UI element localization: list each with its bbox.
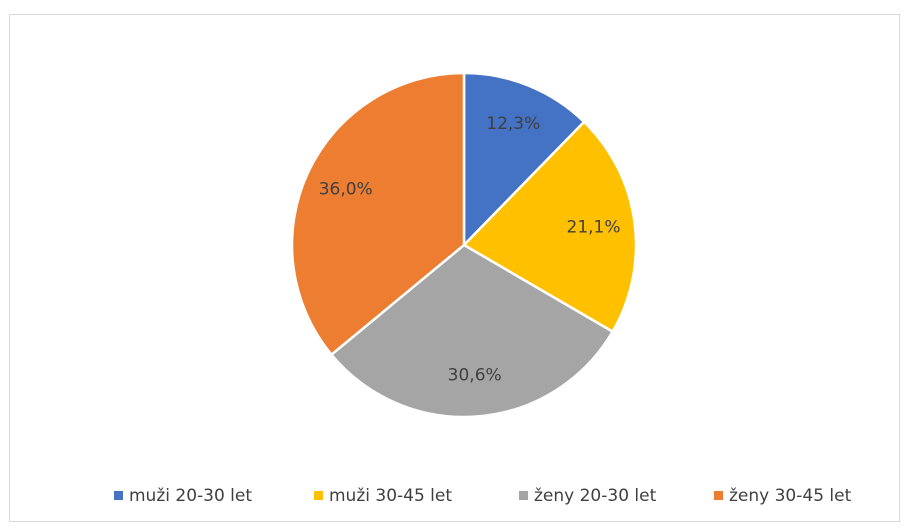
data-label: 36,0%	[319, 179, 373, 199]
pie-slice	[329, 243, 615, 419]
data-label: 12,3%	[486, 114, 540, 134]
legend-label: ženy 30-45 let	[729, 486, 852, 506]
legend-label: ženy 20-30 let	[534, 486, 657, 506]
pie-slice	[462, 71, 586, 249]
pie-slice	[290, 71, 466, 357]
legend-marker	[714, 491, 723, 500]
legend-marker	[519, 491, 528, 500]
legend-marker	[314, 491, 323, 500]
data-label: 30,6%	[448, 365, 502, 385]
legend-label: muži 20-30 let	[129, 486, 252, 506]
pie-slice	[461, 120, 638, 334]
data-label: 21,1%	[567, 217, 621, 237]
legend-marker	[114, 491, 123, 500]
legend-label: muži 30-45 let	[329, 486, 452, 506]
